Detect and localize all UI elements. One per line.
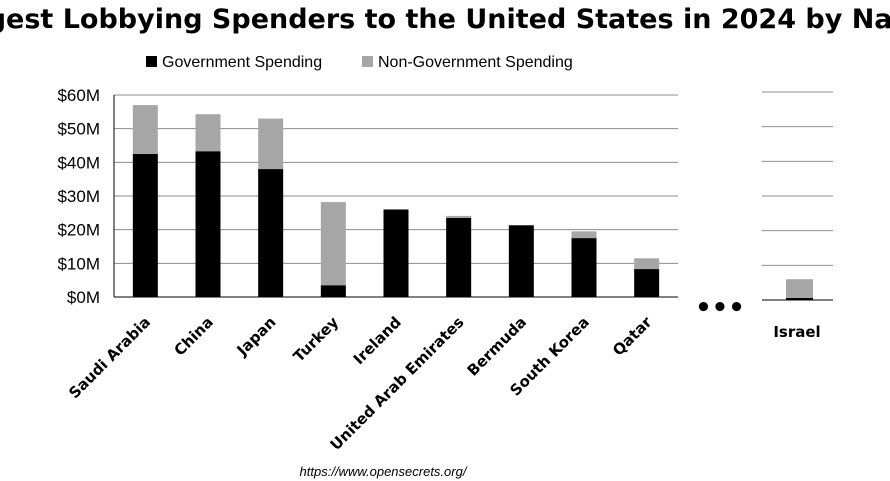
category-label-china: China	[170, 313, 216, 359]
bar-qatar-non-government-spending	[634, 258, 660, 270]
y-tick-label-0: $0M	[67, 288, 100, 307]
bar-israel-government-spending	[786, 297, 813, 300]
category-label-israel: Israel	[773, 323, 820, 341]
bar-israel-non-government-spending	[786, 279, 813, 298]
category-label-ireland: Ireland	[350, 313, 405, 368]
bar-ireland-government-spending	[383, 209, 409, 297]
y-axis-ticks: $0M $10M $20M $30M $40M $50M $60M	[57, 86, 100, 307]
bar-united-arab-emirates-government-spending	[446, 217, 472, 297]
bar-japan-government-spending	[258, 169, 284, 297]
legend-swatch-non-government	[362, 56, 373, 67]
bar-bermuda-government-spending	[508, 225, 534, 297]
bar-united-arab-emirates-non-government-spending	[446, 215, 472, 218]
bar-saudi-arabia-non-government-spending	[132, 105, 158, 154]
legend-label-non-government: Non-Government Spending	[378, 54, 573, 71]
legend-swatch-government	[146, 56, 157, 67]
main-bars	[132, 105, 660, 297]
legend-label-government: Government Spending	[162, 54, 322, 71]
y-tick-label-20: $20M	[57, 221, 100, 240]
legend: Government Spending Non-Government Spend…	[146, 54, 573, 71]
category-label-bermuda: Bermuda	[464, 313, 531, 380]
category-label-united-arab-emirates: United Arab Emirates	[327, 313, 468, 454]
bar-turkey-government-spending	[320, 285, 346, 297]
y-tick-label-60: $60M	[57, 86, 100, 105]
bar-qatar-government-spending	[634, 269, 660, 297]
bar-south-korea-non-government-spending	[571, 231, 597, 239]
bar-china-non-government-spending	[195, 114, 221, 152]
y-tick-label-30: $30M	[57, 187, 100, 206]
bar-saudi-arabia-government-spending	[132, 153, 158, 297]
y-tick-label-40: $40M	[57, 153, 100, 172]
ellipsis-separator: •••	[695, 293, 745, 323]
y-tick-label-50: $50M	[57, 120, 100, 139]
bar-south-korea-government-spending	[571, 238, 597, 297]
bar-japan-non-government-spending	[258, 118, 284, 170]
chart-title: Biggest Lobbying Spenders to the United …	[0, 4, 890, 35]
source-link[interactable]: https://www.opensecrets.org/	[300, 464, 468, 479]
y-tick-label-10: $10M	[57, 254, 100, 273]
side-panel-bars	[786, 279, 813, 300]
bar-china-government-spending	[195, 151, 221, 297]
bar-turkey-non-government-spending	[320, 202, 346, 286]
category-label-japan: Japan	[233, 313, 280, 360]
category-label-saudi-arabia: Saudi Arabia	[65, 313, 154, 402]
category-label-qatar: Qatar	[609, 313, 656, 360]
category-labels: Saudi Arabia China Japan Turkey IrelandUnite…	[65, 313, 656, 454]
side-panel-gridlines	[762, 91, 833, 266]
category-label-turkey: Turkey	[290, 313, 343, 366]
